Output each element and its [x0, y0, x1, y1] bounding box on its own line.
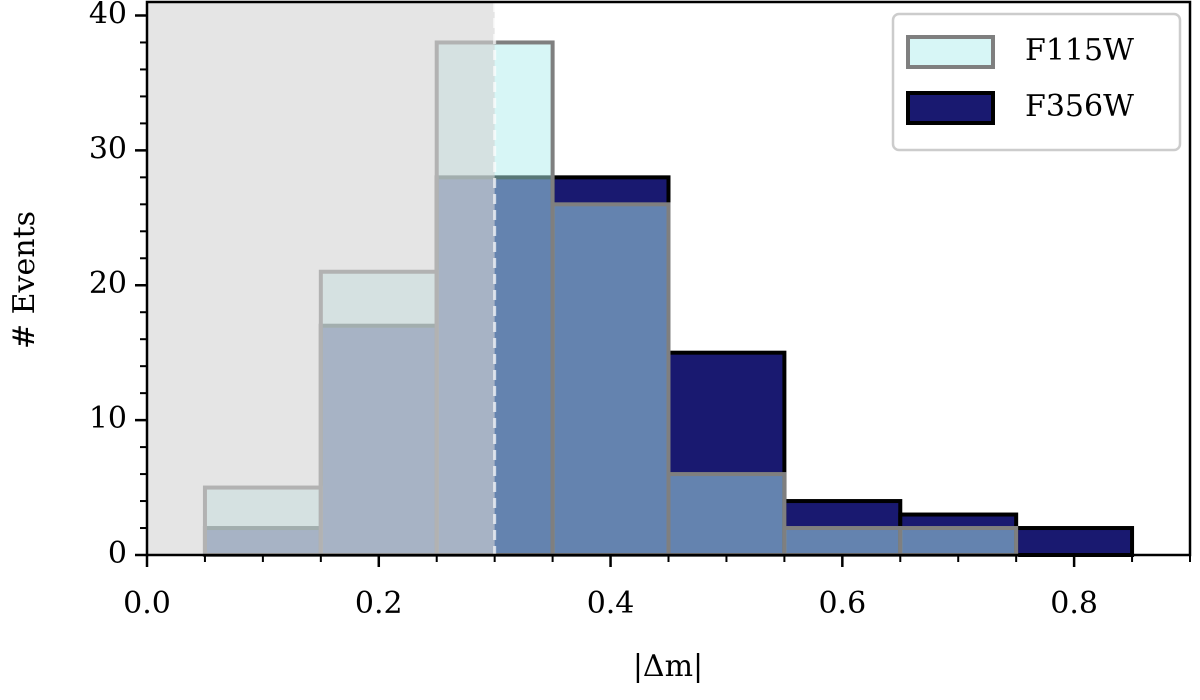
bar — [666, 472, 787, 558]
x-tick-label: 0.6 — [818, 586, 866, 621]
shaded-region — [147, 2, 495, 555]
x-tick-label: 0.8 — [1050, 586, 1098, 621]
x-tick-label: 0.0 — [123, 586, 171, 621]
bar — [550, 202, 671, 557]
y-tick-label: 20 — [89, 266, 127, 301]
legend-label: F356W — [1025, 89, 1134, 124]
x-axis-label: |Δm| — [633, 649, 703, 684]
y-tick-label: 40 — [89, 0, 127, 31]
x-tick-label: 0.2 — [355, 586, 403, 621]
legend-swatch — [906, 35, 995, 69]
y-tick-label: 10 — [89, 401, 127, 436]
bar — [1014, 526, 1135, 558]
legend-swatch — [906, 91, 995, 125]
x-tick-label: 0.4 — [587, 586, 635, 621]
y-tick-label: 30 — [89, 131, 127, 166]
bar — [898, 526, 1019, 558]
y-axis-label: # Events — [7, 211, 42, 349]
legend-label: F115W — [1025, 33, 1134, 68]
bar — [782, 526, 903, 558]
y-tick-label: 0 — [108, 536, 127, 571]
legend: F115W F356W — [891, 12, 1182, 152]
